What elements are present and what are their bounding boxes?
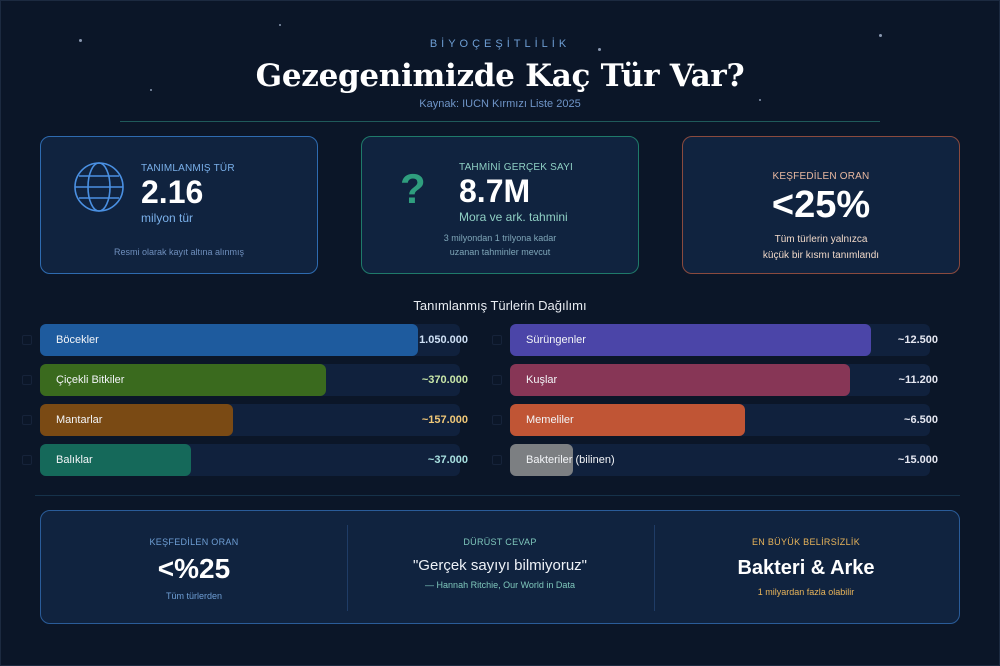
- summary-discovered: KEŞFEDİLEN ORAN <%25 Tüm türlerden: [41, 511, 347, 623]
- bar-row: Mantarlar ~157.000: [20, 404, 470, 436]
- distribution-right-column: Sürüngenler ~12.500 Kuşlar ~11.200 Memeliler…: [490, 324, 940, 484]
- header-divider: [120, 121, 880, 122]
- bar-value: ~37.000: [427, 454, 468, 466]
- row-checkbox[interactable]: [492, 335, 502, 345]
- star-decoration: [759, 99, 761, 101]
- card-label: TANIMLANMIŞ TÜR: [141, 163, 235, 174]
- bar-value: ~6.500: [904, 414, 938, 426]
- card-unit: milyon tür: [141, 211, 194, 225]
- star-decoration: [598, 48, 601, 51]
- page-title: Gezegenimizde Kaç Tür Var?: [255, 58, 745, 94]
- source-caption: Kaynak: IUCN Kırmızı Liste 2025: [419, 98, 581, 110]
- bar-fill: [40, 364, 326, 396]
- card-unit: Mora ve ark. tahmini: [459, 210, 568, 224]
- bar-track: Çiçekli Bitkiler ~370.000: [40, 364, 468, 396]
- bar-row: Çiçekli Bitkiler ~370.000: [20, 364, 470, 396]
- card-note-line1: Tüm türlerin yalnızca: [774, 234, 868, 245]
- summary-value: Bakteri & Arke: [737, 557, 875, 579]
- summary-label: KEŞFEDİLEN ORAN: [149, 537, 239, 547]
- summary-uncertainty: EN BÜYÜK BELİRSİZLİK Bakteri & Arke 1 mi…: [653, 511, 959, 623]
- column-divider: [654, 525, 655, 611]
- summary-quote: "Gerçek sayıyı bilmiyoruz": [412, 557, 588, 574]
- bar-row: Balıklar ~37.000: [20, 444, 470, 476]
- star-decoration: [879, 34, 882, 37]
- row-checkbox[interactable]: [22, 415, 32, 425]
- bar-track: Balıklar ~37.000: [40, 444, 468, 476]
- summary-card: KEŞFEDİLEN ORAN <%25 Tüm türlerden DÜRÜS…: [40, 510, 960, 624]
- summary-attribution: — Hannah Ritchie, Our World in Data: [425, 580, 575, 590]
- stat-card-estimated-total: ? TAHMİNİ GERÇEK SAYI 8.7M Mora ve ark. …: [361, 136, 639, 274]
- bar-track: Memeliler ~6.500: [510, 404, 938, 436]
- row-checkbox[interactable]: [492, 415, 502, 425]
- bar-fill: [510, 444, 573, 476]
- bar-fill: [510, 324, 872, 356]
- globe-icon: [74, 162, 124, 212]
- bar-label: Bakteriler (bilinen): [526, 454, 615, 466]
- card-footnote-line2: uzanan tahminler mevcut: [449, 247, 551, 257]
- card-footnote-line1: 3 milyondan 1 trilyona kadar: [443, 233, 557, 243]
- bar-track: Sürüngenler ~12.500: [510, 324, 938, 356]
- bar-fill: [40, 324, 418, 356]
- bar-track: Bakteriler (bilinen) ~15.000: [510, 444, 938, 476]
- card-value: 8.7M: [459, 173, 531, 209]
- section-divider: [35, 495, 960, 496]
- bar-label: Çiçekli Bitkiler: [56, 374, 125, 386]
- bar-row: Böcekler 1.050.000: [20, 324, 470, 356]
- bar-value: ~157.000: [421, 414, 468, 426]
- row-checkbox[interactable]: [22, 455, 32, 465]
- bar-track: Kuşlar ~11.200: [510, 364, 938, 396]
- column-divider: [347, 525, 348, 611]
- distribution-left-column: Böcekler 1.050.000 Çiçekli Bitkiler ~370.00…: [20, 324, 470, 484]
- star-decoration: [79, 39, 82, 42]
- bar-value: ~370.000: [421, 374, 468, 386]
- bar-row: Kuşlar ~11.200: [490, 364, 940, 396]
- stat-card-described-species: TANIMLANMIŞ TÜR 2.16 milyon tür Resmi ol…: [40, 136, 318, 274]
- bar-label: Balıklar: [56, 454, 93, 466]
- stat-card-discovery-rate: KEŞFEDİLEN ORAN <25% Tüm türlerin yalnız…: [682, 136, 960, 274]
- row-checkbox[interactable]: [22, 375, 32, 385]
- eyebrow-label: BİYOÇEŞİTLİLİK: [429, 38, 571, 50]
- row-checkbox[interactable]: [492, 375, 502, 385]
- card-value: 2.16: [141, 174, 204, 210]
- question-mark-icon: ?: [400, 165, 426, 212]
- bar-value: ~15.000: [897, 454, 938, 466]
- summary-label: DÜRÜST CEVAP: [463, 537, 537, 547]
- summary-sub: Tüm türlerden: [165, 591, 223, 601]
- bar-track: Böcekler 1.050.000: [40, 324, 468, 356]
- bar-label: Sürüngenler: [526, 334, 586, 346]
- summary-value: <%25: [157, 553, 231, 584]
- card-footnote: Resmi olarak kayıt altına alınmış: [113, 247, 245, 257]
- bar-row: Sürüngenler ~12.500: [490, 324, 940, 356]
- bar-row: Memeliler ~6.500: [490, 404, 940, 436]
- card-note-line2: küçük bir kısmı tanımlandı: [762, 250, 880, 261]
- card-label: KEŞFEDİLEN ORAN: [772, 171, 870, 182]
- bar-fill: [40, 404, 234, 436]
- bar-row: Bakteriler (bilinen) ~15.000: [490, 444, 940, 476]
- summary-sub: 1 milyardan fazla olabilir: [757, 587, 855, 597]
- bar-fill: [510, 364, 851, 396]
- card-label: TAHMİNİ GERÇEK SAYI: [459, 162, 574, 173]
- bar-label: Böcekler: [56, 334, 99, 346]
- distribution-title: Tanımlanmış Türlerin Dağılımı: [413, 298, 587, 313]
- summary-label: EN BÜYÜK BELİRSİZLİK: [751, 537, 861, 547]
- bar-label: Memeliler: [526, 414, 574, 426]
- card-value: <25%: [771, 184, 871, 226]
- bar-label: Mantarlar: [56, 414, 103, 426]
- page-header: BİYOÇEŞİTLİLİK Gezegenimizde Kaç Tür Var…: [0, 38, 1000, 110]
- summary-honest-answer: DÜRÜST CEVAP "Gerçek sayıyı bilmiyoruz" …: [347, 511, 653, 623]
- bar-value: 1.050.000: [419, 334, 468, 346]
- bar-label: Kuşlar: [526, 374, 558, 386]
- bar-value: ~12.500: [897, 334, 938, 346]
- star-decoration: [150, 89, 152, 91]
- bar-fill: [40, 444, 192, 476]
- bar-fill: [510, 404, 746, 436]
- bar-value: ~11.200: [898, 374, 938, 386]
- star-decoration: [279, 24, 281, 26]
- row-checkbox[interactable]: [492, 455, 502, 465]
- bar-track: Mantarlar ~157.000: [40, 404, 468, 436]
- row-checkbox[interactable]: [22, 335, 32, 345]
